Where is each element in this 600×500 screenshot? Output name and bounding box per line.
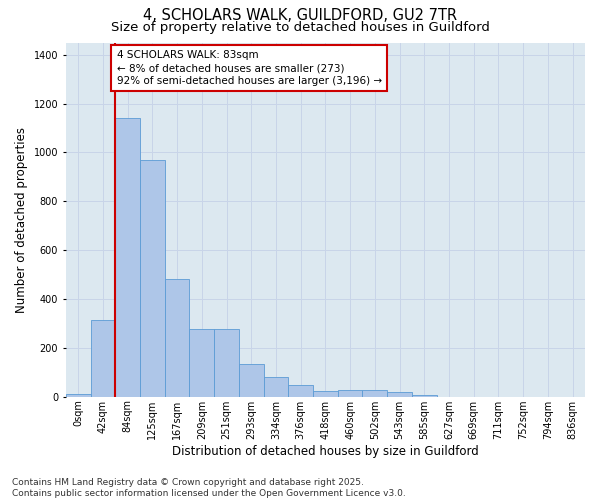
Text: Size of property relative to detached houses in Guildford: Size of property relative to detached ho… (110, 21, 490, 34)
Bar (115, 118, 140, 396)
Bar (214, 330, 239, 396)
Bar (387, 392, 412, 396)
Bar (165, 280, 190, 396)
Bar (66, 394, 91, 396)
Bar (140, 160, 165, 396)
Bar (338, 390, 362, 396)
Bar (190, 330, 214, 396)
X-axis label: Distribution of detached houses by size in Guildford: Distribution of detached houses by size … (172, 444, 479, 458)
Bar (239, 364, 263, 396)
Bar (91, 320, 115, 396)
Text: Contains HM Land Registry data © Crown copyright and database right 2025.
Contai: Contains HM Land Registry data © Crown c… (12, 478, 406, 498)
Bar (362, 390, 387, 396)
Y-axis label: Number of detached properties: Number of detached properties (15, 126, 28, 312)
Bar (313, 390, 338, 396)
Text: 4 SCHOLARS WALK: 83sqm
← 8% of detached houses are smaller (273)
92% of semi-det: 4 SCHOLARS WALK: 83sqm ← 8% of detached … (116, 50, 382, 86)
Text: 4, SCHOLARS WALK, GUILDFORD, GU2 7TR: 4, SCHOLARS WALK, GUILDFORD, GU2 7TR (143, 8, 457, 22)
Bar (263, 377, 289, 396)
Bar (289, 385, 313, 396)
